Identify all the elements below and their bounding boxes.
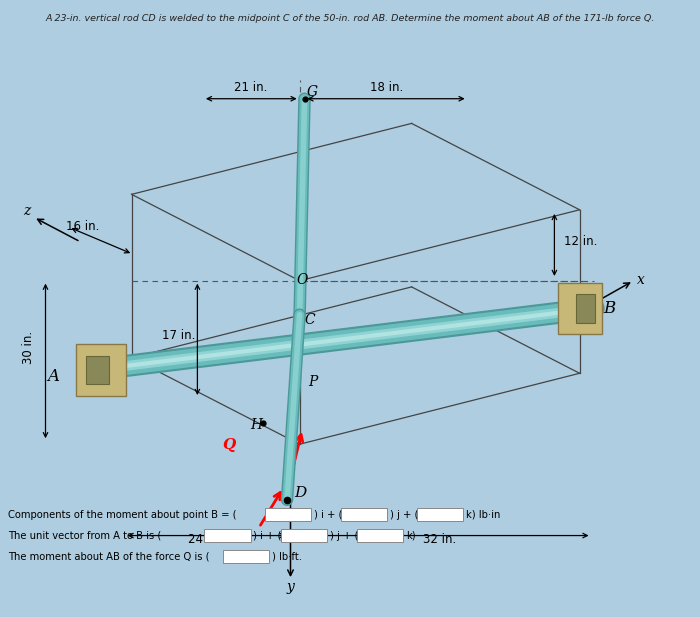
FancyBboxPatch shape: [357, 529, 403, 542]
Text: 32 in.: 32 in.: [423, 533, 456, 546]
Text: 30 in.: 30 in.: [22, 331, 34, 364]
Text: 17 in.: 17 in.: [162, 329, 195, 342]
Text: Components of the moment about point B = (: Components of the moment about point B =…: [8, 510, 237, 520]
Text: ) i + (: ) i + (: [314, 510, 342, 520]
Text: ) lb·ft.: ) lb·ft.: [272, 552, 302, 561]
Polygon shape: [559, 283, 603, 334]
Text: P: P: [308, 375, 317, 389]
FancyBboxPatch shape: [223, 550, 269, 563]
FancyBboxPatch shape: [204, 529, 251, 542]
Text: G: G: [307, 85, 318, 99]
Text: The unit vector from A to B is (: The unit vector from A to B is (: [8, 531, 162, 540]
Text: k): k): [406, 531, 416, 540]
Text: z: z: [23, 204, 30, 218]
Text: 18 in.: 18 in.: [370, 81, 403, 94]
Text: D: D: [294, 486, 307, 500]
Text: ) i + (: ) i + (: [253, 531, 282, 540]
Text: ) j + (: ) j + (: [390, 510, 419, 520]
Text: k) lb·in: k) lb·in: [466, 510, 500, 520]
FancyBboxPatch shape: [417, 508, 463, 521]
Text: ) j + (: ) j + (: [330, 531, 358, 540]
FancyBboxPatch shape: [265, 508, 311, 521]
Text: 24 in.: 24 in.: [188, 533, 221, 546]
FancyBboxPatch shape: [281, 529, 327, 542]
Text: O: O: [297, 273, 308, 287]
Text: A: A: [48, 368, 60, 385]
Text: 21 in.: 21 in.: [234, 81, 267, 94]
Text: The moment about AB of the force Q is (: The moment about AB of the force Q is (: [8, 552, 210, 561]
Polygon shape: [576, 294, 595, 323]
Text: C: C: [304, 313, 315, 327]
FancyBboxPatch shape: [341, 508, 387, 521]
Text: B: B: [603, 300, 616, 317]
Polygon shape: [86, 356, 108, 384]
Text: Q: Q: [223, 438, 236, 452]
Text: y: y: [286, 581, 295, 594]
Text: A 23-in. vertical rod CD is welded to the midpoint C of the 50-in. rod AB. Deter: A 23-in. vertical rod CD is welded to th…: [46, 14, 655, 23]
Text: x: x: [637, 273, 645, 286]
Text: H: H: [251, 418, 262, 432]
Polygon shape: [76, 344, 126, 396]
Text: 16 in.: 16 in.: [66, 220, 99, 233]
Text: 12 in.: 12 in.: [564, 235, 598, 248]
